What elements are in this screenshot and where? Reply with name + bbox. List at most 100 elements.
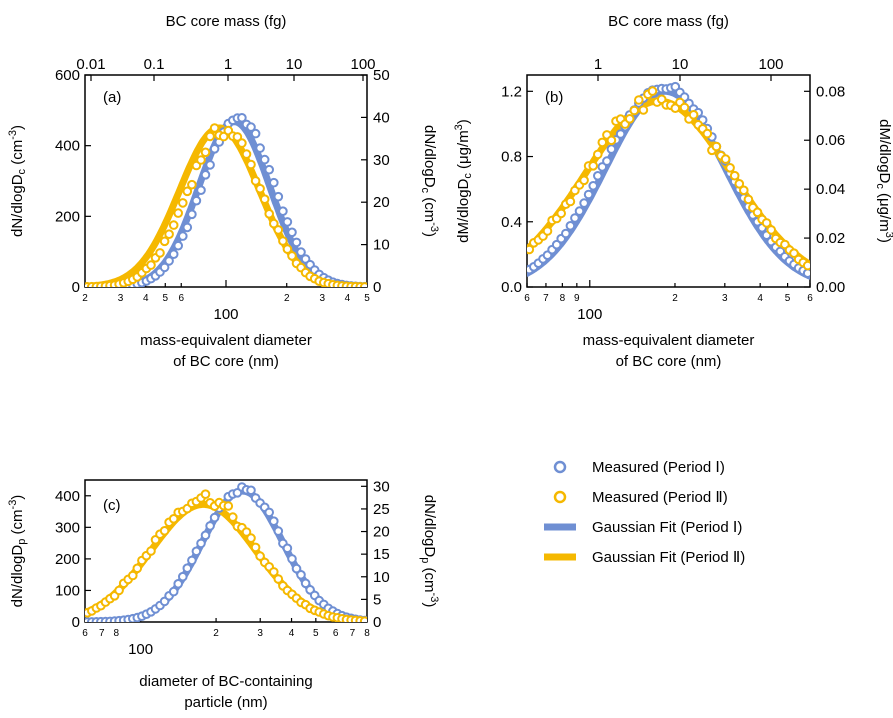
- x-minor-label: 3: [257, 628, 263, 639]
- legend-item: Measured (Period Ⅱ): [553, 489, 728, 506]
- y-axis-title: dM/dlogDc (μg/m3): [453, 119, 474, 243]
- data-point: [579, 198, 589, 208]
- legend-item: Measured (Period Ⅰ): [553, 459, 725, 476]
- data-point: [565, 196, 576, 207]
- data-point: [291, 237, 302, 248]
- data-point: [789, 248, 799, 258]
- data-point: [187, 555, 197, 566]
- data-point: [287, 554, 297, 564]
- plot-area: [527, 81, 810, 280]
- data-point: [282, 244, 293, 254]
- legend-item: Gaussian Fit (Period Ⅱ): [544, 549, 745, 566]
- data-point: [711, 141, 722, 152]
- data-point: [250, 128, 261, 139]
- data-point: [200, 530, 211, 541]
- x-minor-label: 3: [319, 293, 325, 304]
- x-axis-title-line2: particle (nm): [184, 694, 267, 711]
- data-point: [173, 240, 183, 251]
- data-point: [269, 516, 279, 527]
- data-point: [606, 135, 617, 146]
- data-point: [178, 571, 188, 582]
- y-tick-label: 100: [55, 582, 80, 599]
- data-point: [159, 526, 170, 536]
- panel-label: (c): [103, 497, 121, 514]
- data-point: [182, 563, 193, 574]
- data-point: [593, 171, 603, 181]
- data-point: [237, 138, 247, 148]
- data-point: [556, 208, 567, 219]
- data-point: [173, 579, 183, 589]
- legend-marker: [553, 460, 567, 474]
- data-point: [574, 206, 585, 216]
- data-point: [269, 567, 279, 577]
- top-tick-label: 100: [758, 56, 783, 73]
- legend-label: Gaussian Fit (Period Ⅰ): [592, 519, 742, 536]
- data-point: [205, 131, 215, 142]
- y2-tick-label: 0.08: [816, 83, 845, 100]
- panel-b: 0.0 0.4 0.8 1.2 0.00 0.02 0.04 0.06 0.08 100 6 7 8 9 2…: [453, 13, 893, 370]
- x-minor-label: 4: [757, 293, 763, 304]
- top-axis-title: BC core mass (fg): [166, 13, 287, 30]
- legend: Measured (Period Ⅰ) Measured (Period Ⅱ) Ga…: [544, 459, 745, 566]
- data-point: [264, 164, 275, 175]
- top-tick-label: 10: [286, 56, 303, 73]
- fit-line: [85, 118, 367, 287]
- data-point: [743, 194, 754, 205]
- y2-tick-label: 15: [373, 546, 390, 563]
- data-point: [300, 578, 311, 589]
- data-point: [128, 570, 138, 581]
- data-point: [232, 132, 243, 142]
- data-point: [551, 239, 562, 250]
- x-minor-label: 7: [350, 628, 356, 639]
- y2-axis-title: dN/dlogDc (cm-3): [419, 125, 440, 237]
- data-point: [597, 137, 608, 148]
- data-point: [739, 185, 749, 196]
- y2-tick-label: 20: [373, 194, 390, 211]
- plot-frame: [526, 74, 811, 288]
- data-point: [359, 282, 367, 287]
- data-point: [246, 533, 256, 543]
- x-minor-label: 7: [543, 293, 549, 304]
- data-point: [278, 236, 288, 246]
- data-point: [287, 251, 297, 261]
- data-point: [187, 179, 197, 190]
- data-point: [246, 122, 256, 132]
- data-point: [583, 189, 594, 200]
- data-point: [159, 236, 170, 247]
- y2-tick-label: 0.06: [816, 132, 845, 149]
- data-point: [624, 114, 635, 124]
- y-tick-label: 300: [55, 519, 80, 536]
- x-minor-label: 5: [162, 293, 168, 304]
- data-point: [255, 551, 265, 561]
- data-point: [638, 105, 649, 115]
- data-point: [734, 179, 745, 189]
- data-point: [241, 527, 252, 537]
- data-point: [114, 585, 124, 596]
- data-point: [168, 220, 179, 230]
- data-point: [259, 194, 270, 204]
- data-point: [588, 161, 599, 171]
- top-tick-label: 0.01: [76, 56, 105, 73]
- data-point: [761, 218, 772, 228]
- x-minor-label: 8: [114, 628, 120, 639]
- y2-tick-label: 0.02: [816, 230, 845, 247]
- panel-label: (a): [103, 89, 121, 106]
- data-point: [264, 209, 275, 219]
- y2-tick-label: 0: [373, 279, 381, 296]
- data-point: [146, 260, 156, 270]
- x-minor-label: 3: [118, 293, 124, 304]
- y2-tick-label: 25: [373, 501, 390, 518]
- fit-line: [527, 87, 810, 280]
- x-axis-title-line2: of BC core (nm): [616, 353, 722, 370]
- data-point: [269, 177, 279, 188]
- data-point: [702, 128, 713, 139]
- y-tick-label: 400: [55, 138, 80, 155]
- x-axis-title-line1: mass-equivalent diameter: [140, 332, 312, 349]
- data-point: [182, 222, 193, 233]
- data-point: [255, 143, 265, 153]
- plot-area: [85, 113, 367, 287]
- data-point: [168, 249, 179, 259]
- data-point: [634, 95, 644, 105]
